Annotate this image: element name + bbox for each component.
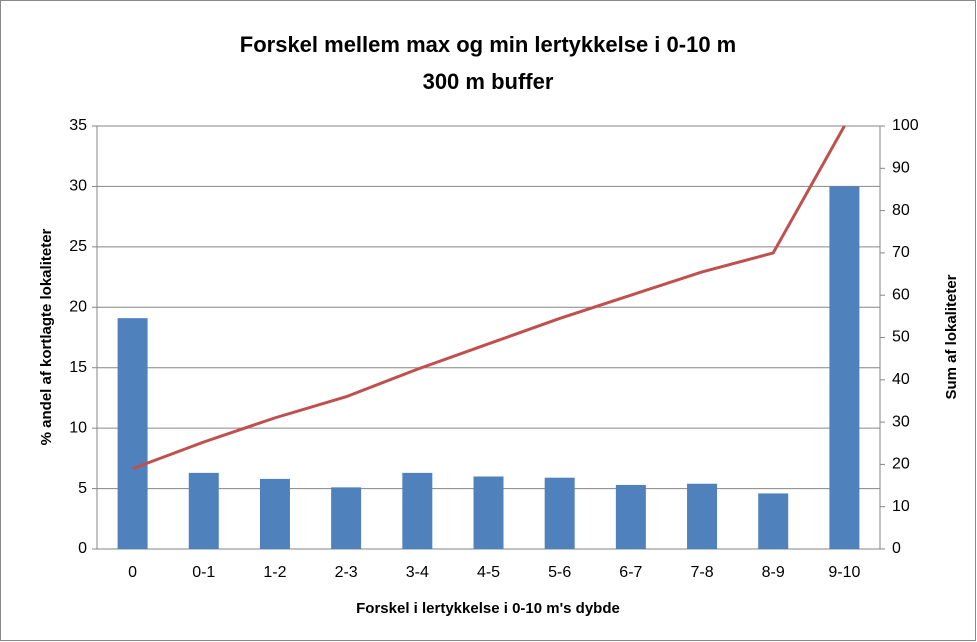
bar [402,472,433,549]
x-tick-label: 0-1 [192,564,215,581]
line [132,125,846,471]
x-tick-label: 7-8 [690,564,713,581]
y2-tick-label: 60 [892,286,910,303]
bar [758,493,789,549]
y-tick-label: 20 [69,299,87,316]
x-tick-label: 1-2 [263,564,286,581]
x-tick-label: 0 [128,564,137,581]
chart-title: 300 m buffer [423,69,554,94]
y-tick-label: 5 [78,480,87,497]
y2-tick-label: 0 [892,540,901,557]
y-tick-label: 30 [69,178,87,195]
y-tick-label: 0 [78,540,87,557]
x-tick-label: 2-3 [335,564,358,581]
y-tick-label: 35 [69,117,87,134]
x-tick-label: 5-6 [548,564,571,581]
bar [687,483,718,549]
y-tick-label: 25 [69,238,87,255]
x-axis-title: Forskel i lertykkelse i 0-10 m's dybde [356,600,620,617]
bar [829,186,860,549]
bar [188,472,219,549]
y2-tick-label: 80 [892,202,910,219]
y-tick-label: 15 [69,359,87,376]
y2-tick-label: 10 [892,498,910,515]
bar [473,476,504,549]
y2-tick-label: 30 [892,413,910,430]
bar [615,484,646,549]
y2-axis-title: Sum af lokaliteter [943,274,960,399]
y2-tick-label: 90 [892,160,910,177]
y-axis-title: % andel af kortlagte lokaliteter [38,228,55,445]
bar [331,487,362,549]
x-tick-label: 9-10 [828,564,860,581]
x-tick-label: 6-7 [619,564,642,581]
y2-tick-label: 70 [892,244,910,261]
bar [259,478,290,549]
y2-tick-label: 100 [892,117,919,134]
bar [544,477,575,549]
x-tick-label: 3-4 [406,564,429,581]
x-tick-label: 8-9 [762,564,785,581]
y2-tick-label: 50 [892,329,910,346]
bar [117,318,148,549]
y-tick-label: 10 [69,419,87,436]
y2-tick-label: 40 [892,371,910,388]
x-tick-label: 4-5 [477,564,500,581]
chart-title: Forskel mellem max og min lertykkelse i … [240,32,736,57]
y2-tick-label: 20 [892,456,910,473]
